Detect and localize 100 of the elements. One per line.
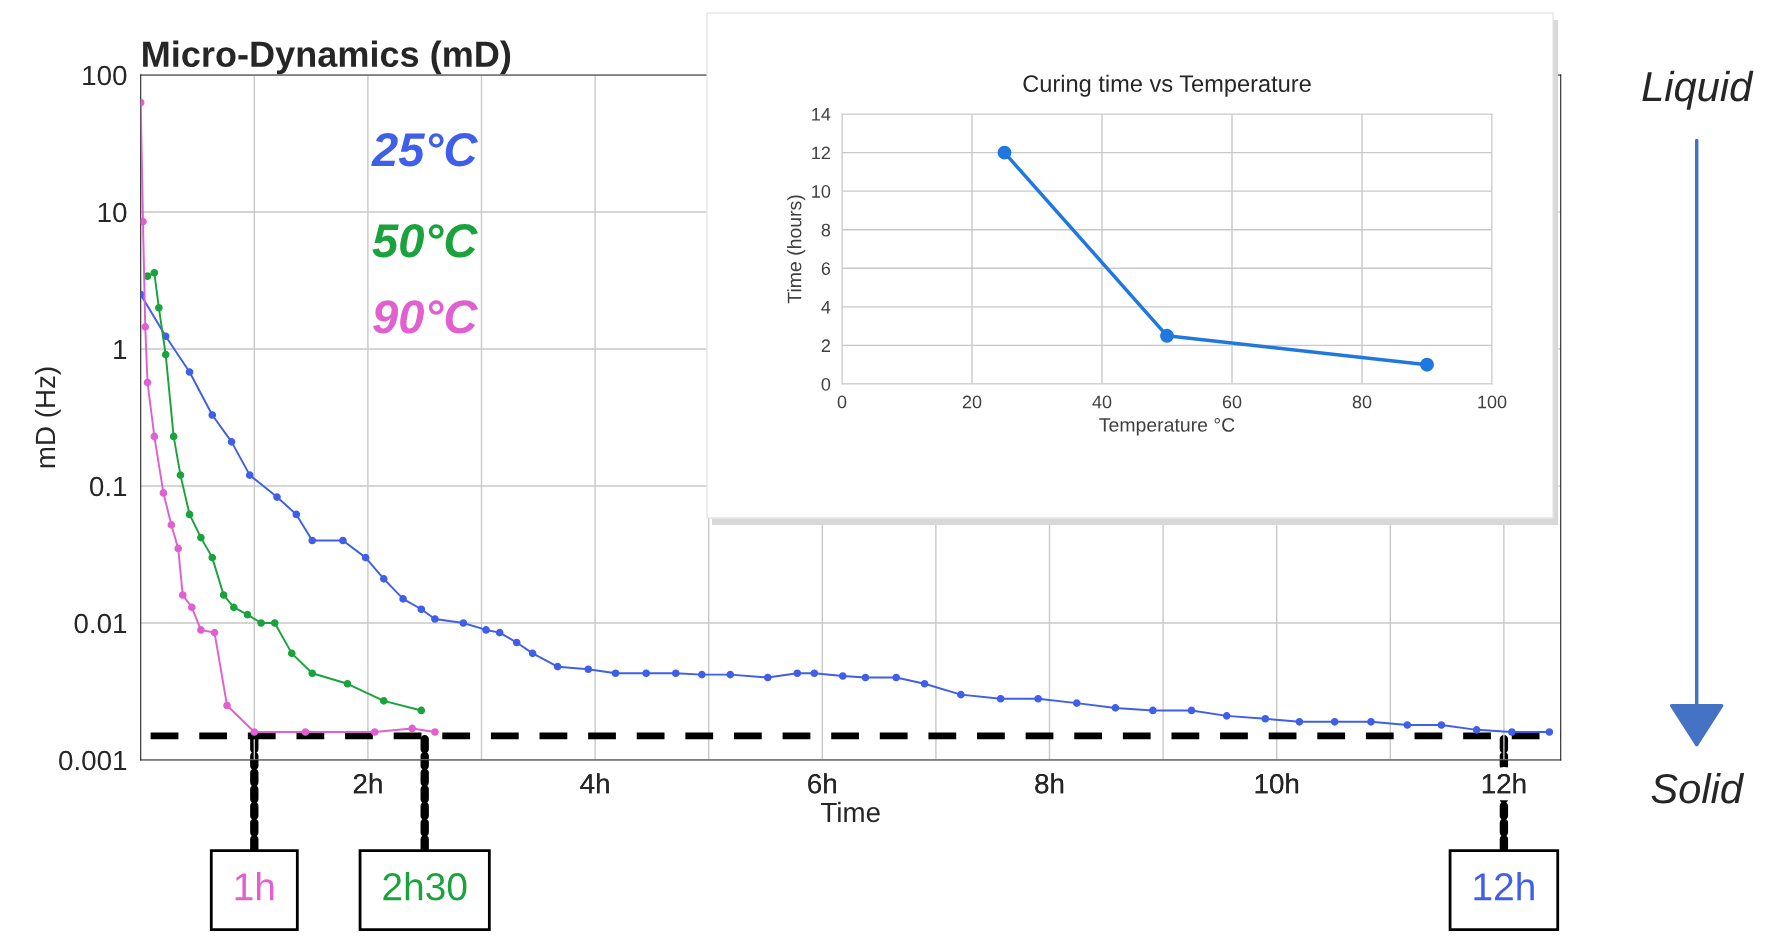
- point: [1437, 721, 1446, 729]
- point: [892, 673, 900, 682]
- annotation: 12h: [1474, 872, 1534, 901]
- point: [1330, 717, 1339, 726]
- point: [1367, 717, 1375, 726]
- point: [379, 697, 388, 705]
- x-tick-label: 80: [1352, 395, 1372, 409]
- point: [763, 673, 772, 682]
- x-axis-title: Time: [820, 801, 880, 823]
- point: [197, 626, 205, 634]
- point: [250, 728, 259, 736]
- y-tick-label: 10: [98, 202, 127, 223]
- y-tick-label: 2: [821, 339, 830, 352]
- y-tick-label: 1: [114, 339, 127, 360]
- point: [223, 701, 231, 710]
- point: [408, 724, 417, 733]
- point: [861, 673, 870, 682]
- point: [1187, 706, 1196, 715]
- point: [227, 438, 236, 446]
- point: [379, 575, 388, 583]
- point: [417, 605, 426, 614]
- point: [528, 649, 537, 658]
- y-axis-title: Time (hours): [787, 195, 806, 304]
- point: [1072, 699, 1081, 707]
- point: [698, 670, 706, 679]
- point: [1149, 706, 1157, 715]
- point: [208, 553, 217, 562]
- y-tick-label: 0.01: [74, 613, 127, 634]
- x-tick-label: 40: [1092, 395, 1112, 409]
- point: [155, 303, 163, 312]
- point: [210, 628, 219, 637]
- point: [495, 628, 504, 637]
- point: [308, 669, 317, 678]
- point: [431, 728, 439, 736]
- point: [308, 536, 317, 545]
- x-tick-label: 100: [1478, 395, 1507, 409]
- point: [270, 619, 279, 627]
- point: [167, 521, 176, 529]
- point: [957, 690, 965, 699]
- point: [838, 672, 847, 680]
- point: [431, 615, 439, 623]
- x-axis-title: Temperature °C: [1099, 418, 1235, 436]
- y-tick-label: 12: [812, 146, 830, 160]
- point: [370, 728, 379, 736]
- point: [169, 432, 178, 441]
- point: [185, 510, 194, 519]
- point: [1111, 704, 1120, 712]
- point: [459, 619, 468, 627]
- point: [273, 493, 281, 501]
- text: Liquid: [1642, 70, 1754, 110]
- point: [339, 536, 347, 545]
- point: [611, 669, 620, 678]
- chart-title: Curing time vs Temperature: [1023, 74, 1311, 97]
- point: [176, 471, 185, 479]
- y-tick-label: 0.1: [89, 476, 127, 497]
- text: 50°C: [372, 224, 479, 258]
- point: [1545, 728, 1554, 736]
- point: [996, 694, 1005, 703]
- point: [1034, 694, 1042, 703]
- y-tick-label: 10: [812, 185, 831, 198]
- point: [1222, 712, 1231, 720]
- text: 90°C: [373, 300, 479, 334]
- point: [553, 662, 562, 671]
- point: [810, 669, 819, 678]
- point: [1261, 714, 1270, 723]
- point: [343, 679, 352, 688]
- point: [1420, 357, 1434, 372]
- point: [997, 145, 1012, 160]
- point: [417, 706, 426, 715]
- point: [1508, 728, 1516, 736]
- annotation: 1h: [235, 872, 274, 901]
- point: [141, 323, 150, 331]
- point: [161, 350, 170, 359]
- annotation: 2h30: [383, 872, 467, 901]
- point: [150, 268, 159, 277]
- point: [197, 533, 205, 542]
- point: [287, 649, 296, 658]
- point: [150, 432, 159, 441]
- y-tick-label: 6: [821, 262, 831, 276]
- x-tick-label: 8h: [1035, 773, 1064, 794]
- x-tick-label: 60: [1222, 395, 1242, 409]
- point: [1472, 726, 1481, 734]
- point: [245, 471, 254, 479]
- point: [642, 669, 651, 678]
- point: [399, 595, 407, 603]
- point: [257, 619, 265, 627]
- point: [143, 378, 152, 387]
- point: [1403, 721, 1412, 729]
- y-tick-label: 4: [821, 300, 831, 314]
- point: [159, 489, 168, 497]
- text: Solid: [1651, 772, 1745, 804]
- point: [185, 368, 194, 376]
- point: [920, 679, 929, 688]
- point: [208, 411, 217, 419]
- x-tick-label: 20: [962, 395, 982, 409]
- point: [219, 591, 228, 599]
- y-axis-title: mD (Hz): [34, 367, 61, 468]
- x-tick-label: 10h: [1255, 773, 1299, 794]
- x-tick-label: 0: [837, 395, 847, 409]
- point: [140, 217, 147, 226]
